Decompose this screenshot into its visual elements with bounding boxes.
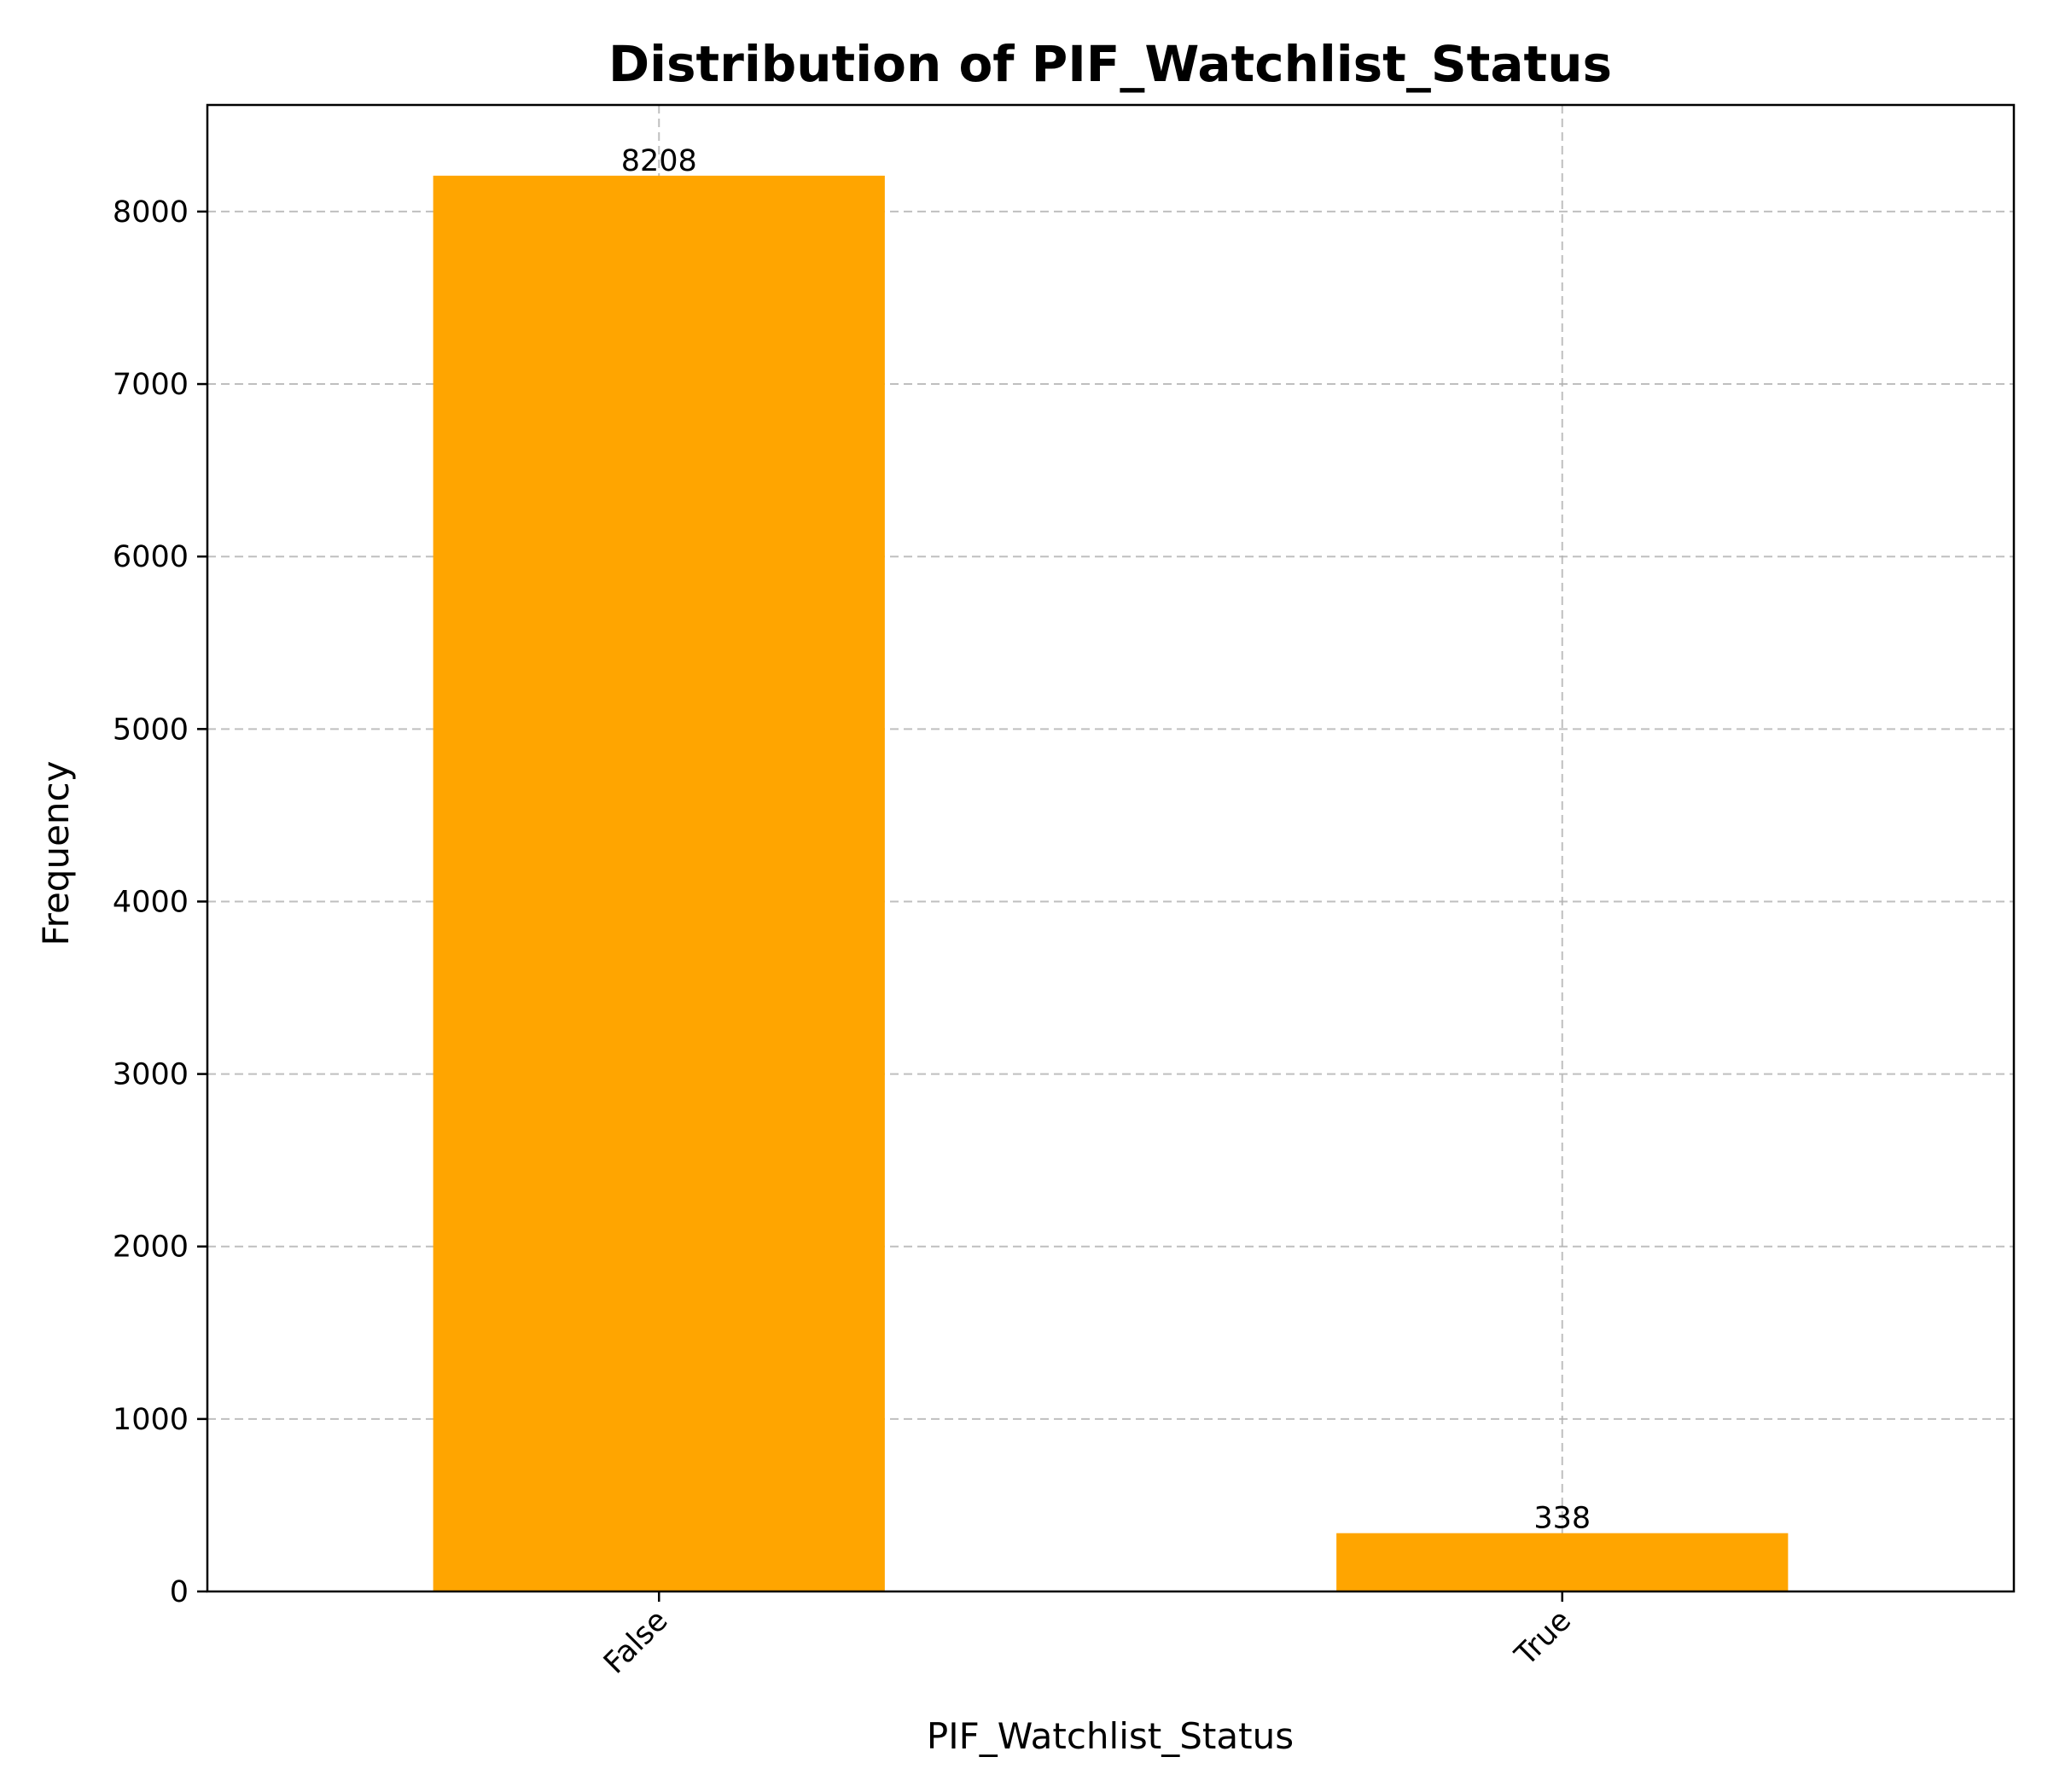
bar-true xyxy=(1336,1533,1789,1591)
data-label-true: 338 xyxy=(1533,1502,1591,1536)
y-axis: 0 1000 2000 3000 4000 5000 6000 7000 8000 xyxy=(113,195,207,1609)
data-labels: 8208 338 xyxy=(621,144,1591,1536)
y-tick-label: 0 xyxy=(170,1575,189,1609)
x-axis-label: PIF_Watchlist_Status xyxy=(927,1715,1294,1757)
bar-false xyxy=(433,175,885,1592)
y-axis-label: Frequency xyxy=(35,761,77,946)
y-tick-label: 7000 xyxy=(113,368,189,402)
x-tick-label-true: True xyxy=(1509,1603,1579,1673)
x-axis: False True xyxy=(597,1591,1578,1680)
y-tick-label: 5000 xyxy=(113,713,189,747)
y-tick-label: 3000 xyxy=(113,1058,189,1092)
y-tick-label: 6000 xyxy=(113,540,189,574)
chart-title: Distribution of PIF_Watchlist_Status xyxy=(608,35,1612,93)
x-tick-label-false: False xyxy=(597,1603,674,1680)
data-label-false: 8208 xyxy=(621,144,697,178)
plot-frame xyxy=(206,103,2016,1593)
y-tick-label: 8000 xyxy=(113,195,189,230)
bars xyxy=(433,175,1789,1592)
y-tick-label: 4000 xyxy=(113,885,189,919)
y-tick-label: 2000 xyxy=(113,1231,189,1265)
y-tick-label: 1000 xyxy=(113,1403,189,1437)
